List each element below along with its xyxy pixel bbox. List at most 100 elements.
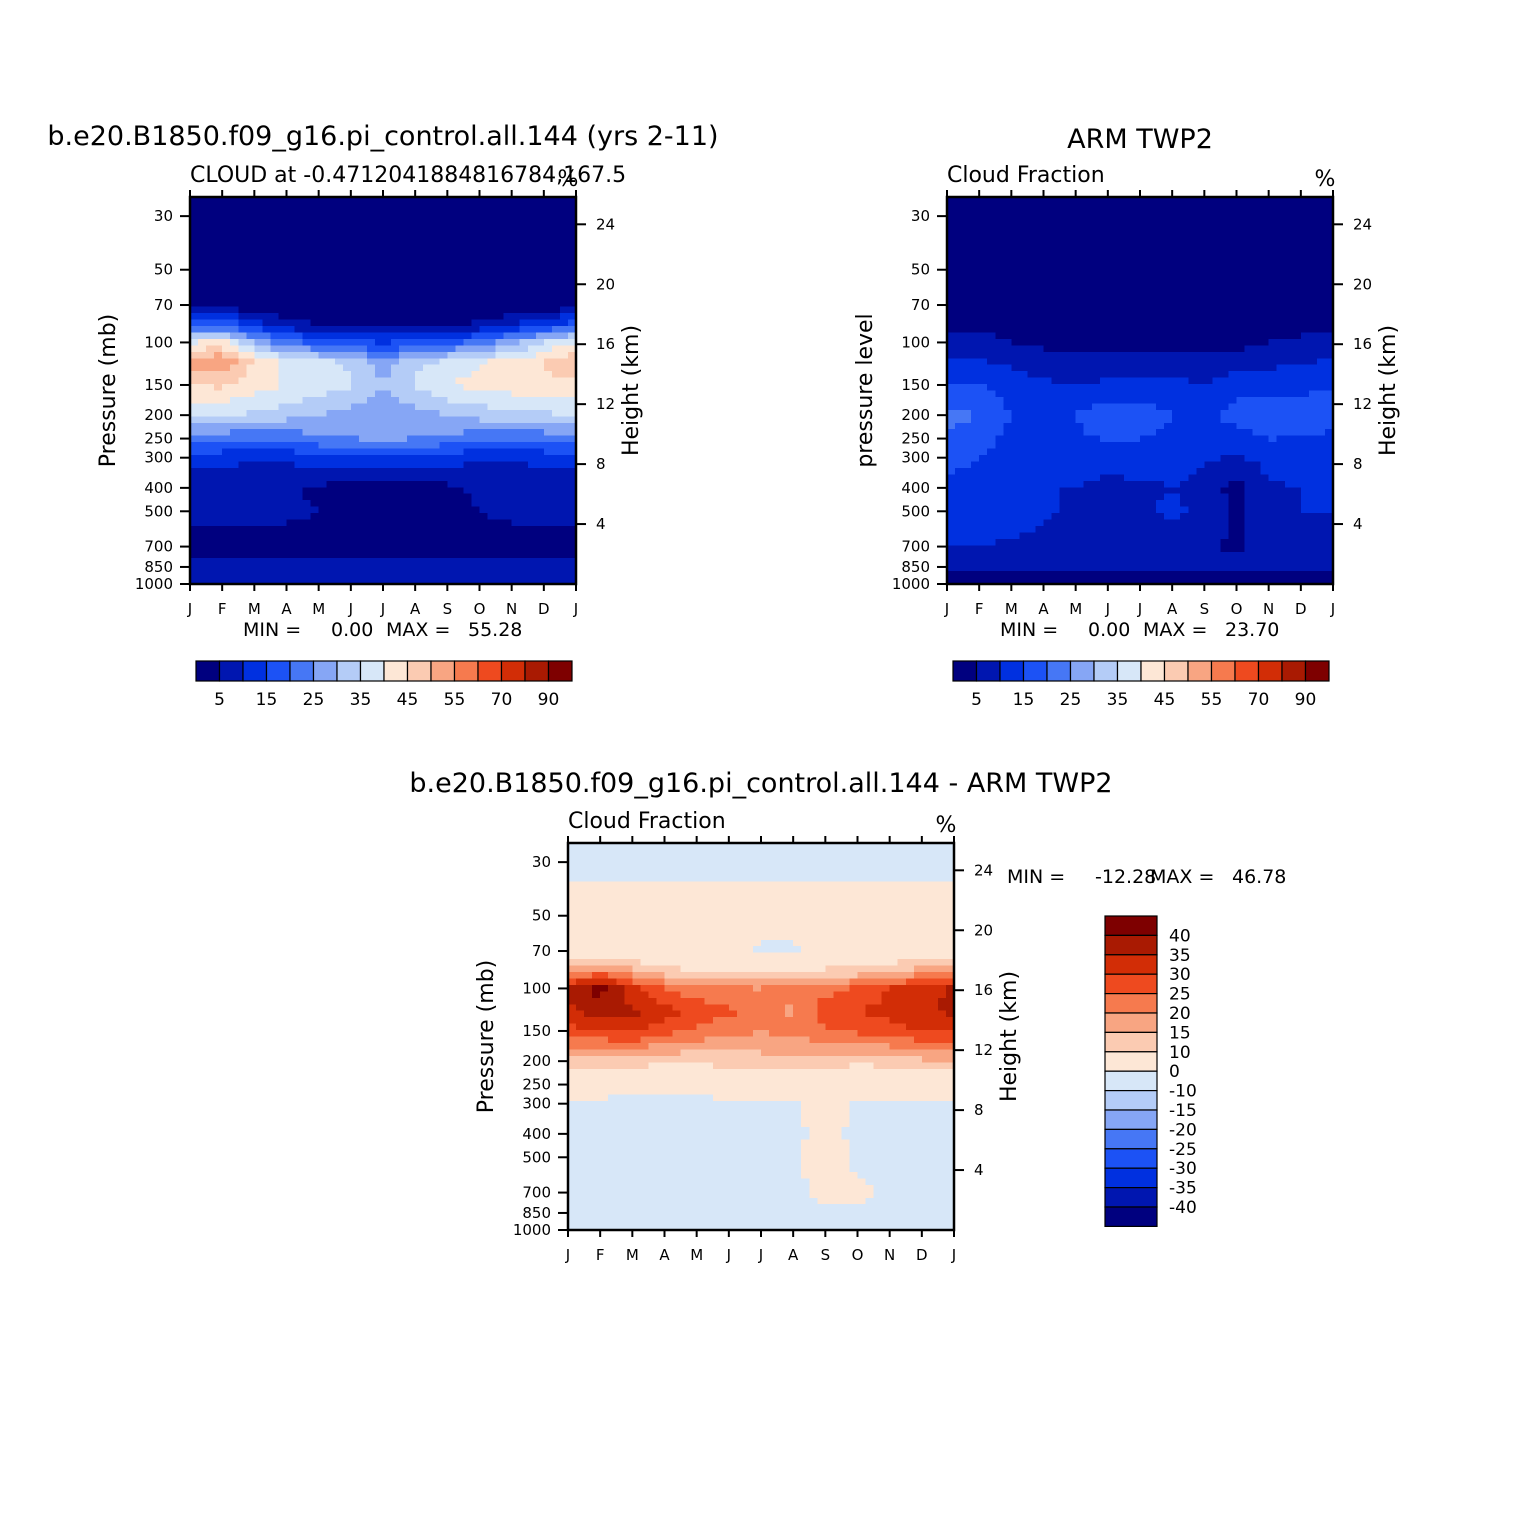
heatmap-cell (1132, 326, 1141, 333)
heatmap-cell (520, 203, 529, 210)
heatmap-cell (1068, 345, 1077, 352)
heatmap-cell (303, 558, 312, 565)
heatmap-cell (1011, 249, 1020, 256)
heatmap-cell (455, 236, 464, 243)
heatmap-cell (391, 513, 400, 520)
heatmap-cell (270, 326, 279, 333)
heatmap-cell (1317, 358, 1326, 365)
heatmap-cell (295, 384, 304, 391)
heatmap-cell (1052, 313, 1061, 320)
heatmap-cell (278, 461, 287, 468)
heatmap-cell (1068, 210, 1077, 217)
heatmap-cell (327, 371, 336, 378)
heatmap-cell (287, 532, 296, 539)
heatmap-cell (391, 287, 400, 294)
heatmap-cell (1196, 287, 1205, 294)
heatmap-cell (254, 332, 263, 339)
heatmap-cell (463, 449, 472, 456)
heatmap-cell (198, 410, 207, 417)
heatmap-cell (1253, 378, 1262, 385)
heatmap-cell (351, 378, 360, 385)
heatmap-cell (431, 410, 440, 417)
heatmap-cell (1277, 268, 1286, 275)
heatmap-cell (1003, 216, 1012, 223)
heatmap-cell (488, 558, 497, 565)
heatmap-cell (1228, 313, 1237, 320)
heatmap-cell (1253, 429, 1262, 436)
heatmap-cell (295, 300, 304, 307)
heatmap-cell (375, 481, 384, 488)
heatmap-cell (415, 429, 424, 436)
heatmap-cell (295, 326, 304, 333)
heatmap-cell (1019, 403, 1028, 410)
heatmap-cell (1140, 307, 1149, 314)
heatmap-cell (375, 203, 384, 210)
heatmap-cell (1124, 281, 1133, 288)
heatmap-cell (544, 326, 553, 333)
heatmap-cell (512, 513, 521, 520)
heatmap-cell (1100, 229, 1109, 236)
heatmap-cell (1285, 262, 1294, 269)
heatmap-cell (246, 552, 255, 559)
heatmap-cell (391, 352, 400, 359)
heatmap-cell (407, 274, 416, 281)
heatmap-cell (560, 410, 569, 417)
heatmap-cell (1108, 436, 1117, 443)
heatmap-cell (955, 397, 964, 404)
heatmap-cell (206, 242, 215, 249)
heatmap-cell (1108, 210, 1117, 217)
heatmap-cell (327, 262, 336, 269)
heatmap-cell (295, 242, 304, 249)
heatmap-cell (496, 558, 505, 565)
heatmap-cell (1172, 455, 1181, 462)
colorbar-label: 45 (397, 690, 419, 710)
heatmap-cell (979, 397, 988, 404)
heatmap-cell (1237, 449, 1246, 456)
heatmap-cell (254, 449, 263, 456)
heatmap-cell (512, 474, 521, 481)
heatmap-cell (1148, 410, 1157, 417)
heatmap-cell (1156, 229, 1165, 236)
heatmap-cell (1124, 423, 1133, 430)
heatmap-cell (987, 423, 996, 430)
heatmap-cell (1317, 455, 1326, 462)
heatmap-cell (552, 287, 561, 294)
heatmap-cell (1269, 436, 1278, 443)
heatmap-cell (423, 442, 432, 449)
heatmap-cell (1052, 307, 1061, 314)
heatmap-cell (455, 558, 464, 565)
heatmap-cell (447, 429, 456, 436)
heatmap-cell (1003, 262, 1012, 269)
heatmap-cell (1180, 313, 1189, 320)
heatmap-cell (995, 307, 1004, 314)
heatmap-cell (327, 545, 336, 552)
heatmap-cell (246, 455, 255, 462)
heatmap-cell (1019, 339, 1028, 346)
heatmap-cell (963, 223, 972, 230)
heatmap-cell (391, 378, 400, 385)
heatmap-cell (303, 378, 312, 385)
heatmap-cell (1196, 236, 1205, 243)
heatmap-cell (1076, 429, 1085, 436)
heatmap-cell (270, 371, 279, 378)
heatmap-cell (1003, 320, 1012, 327)
heatmap-cell (1220, 287, 1229, 294)
heatmap-cell (319, 236, 328, 243)
heatmap-cell (463, 520, 472, 527)
heatmap-cell (1180, 332, 1189, 339)
heatmap-cell (222, 229, 231, 236)
heatmap-cell (303, 371, 312, 378)
heatmap-cell (254, 500, 263, 507)
heatmap-cell (1285, 281, 1294, 288)
heatmap-cell (351, 520, 360, 527)
heatmap-cell (1003, 358, 1012, 365)
heatmap-cell (1277, 436, 1286, 443)
heatmap-cell (520, 545, 529, 552)
heatmap-cell (303, 294, 312, 301)
heatmap-cell (1237, 442, 1246, 449)
heatmap-cell (375, 294, 384, 301)
heatmap-cell (423, 558, 432, 565)
heatmap-cell (206, 545, 215, 552)
y-right-axis-label: Height (km) (619, 325, 644, 456)
heatmap-cell (1180, 442, 1189, 449)
